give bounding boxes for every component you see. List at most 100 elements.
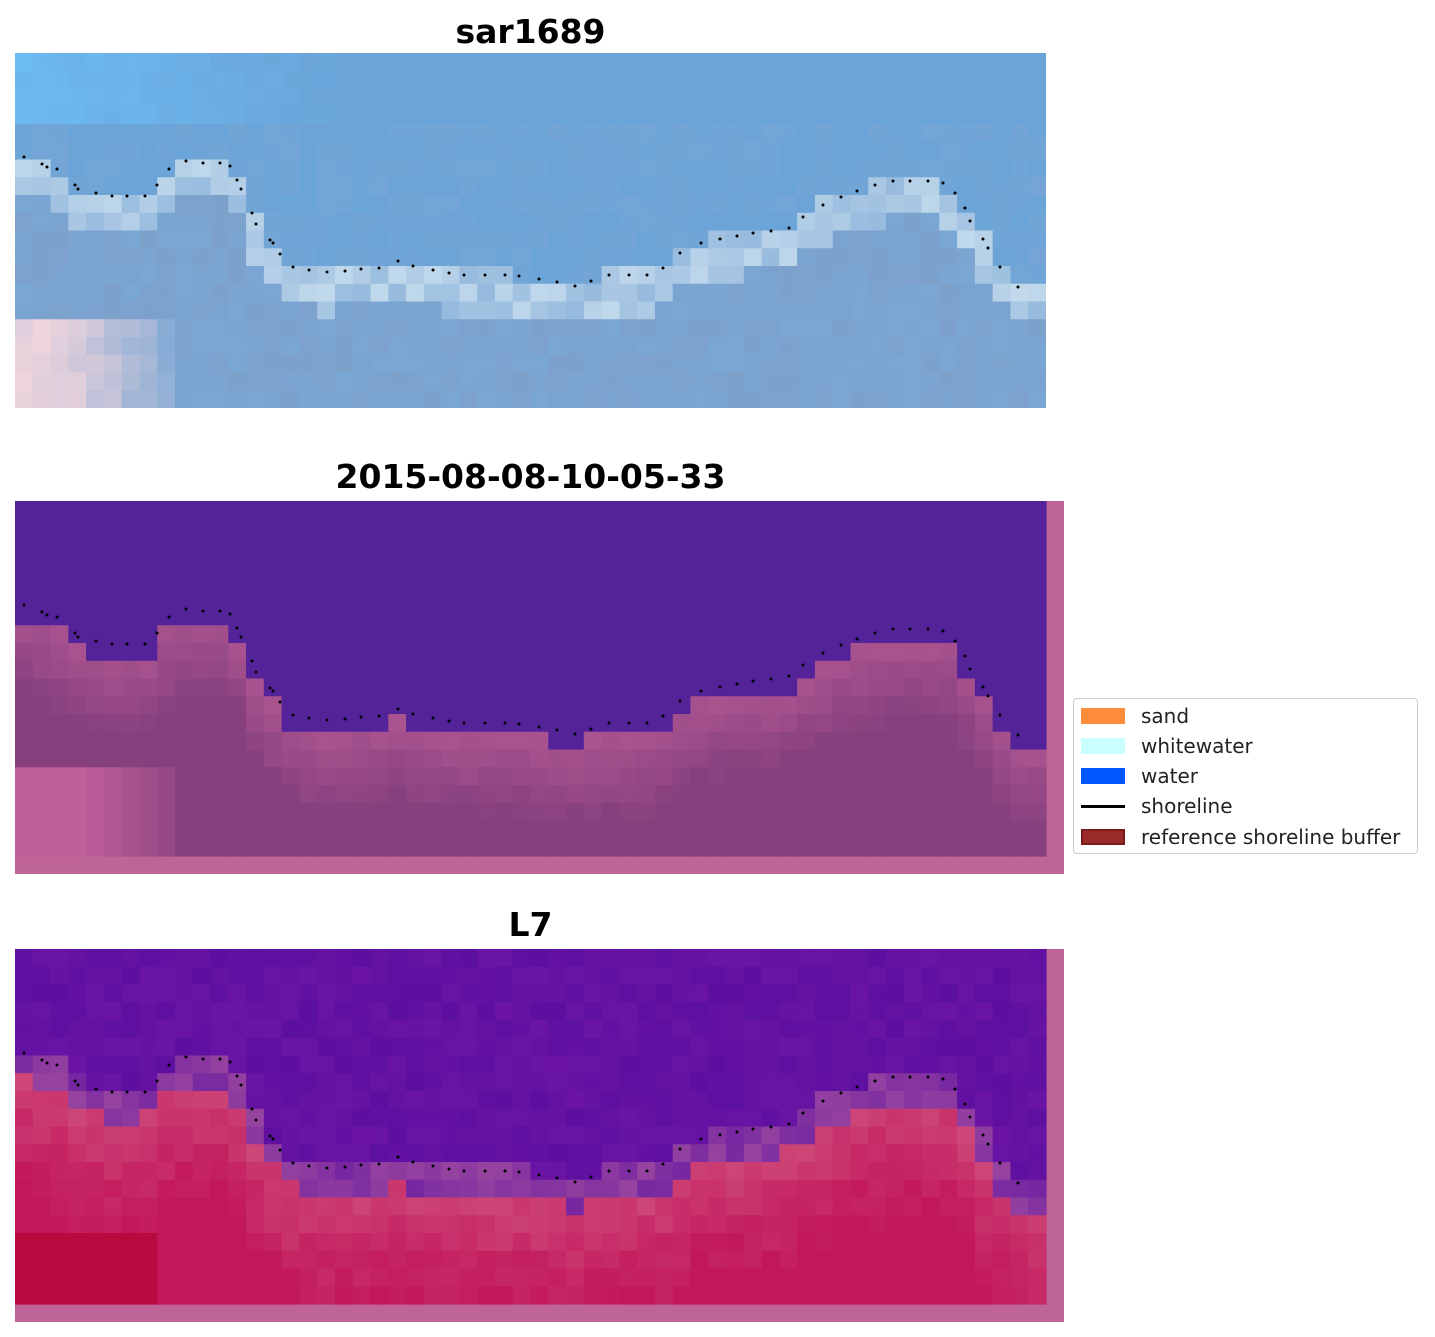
shoreline-point xyxy=(239,1083,243,1087)
shoreline-point xyxy=(411,264,415,268)
shoreline-point xyxy=(184,159,188,163)
shoreline-point xyxy=(769,1125,773,1129)
legend-item-sand: sand xyxy=(1081,705,1416,727)
shoreline-point xyxy=(462,721,466,725)
shoreline-point xyxy=(661,714,665,718)
shoreline-point xyxy=(359,1163,363,1167)
shoreline-point xyxy=(908,1075,912,1079)
shoreline-point xyxy=(998,265,1002,269)
shoreline-point xyxy=(268,686,272,690)
water-swatch xyxy=(1081,768,1125,784)
shoreline-point xyxy=(396,259,400,263)
shoreline-point xyxy=(235,626,239,630)
shoreline-point xyxy=(986,694,990,698)
shoreline-point xyxy=(184,607,188,611)
shoreline-point xyxy=(110,642,114,646)
shoreline-point xyxy=(167,1063,171,1067)
shoreline-point xyxy=(271,689,275,693)
index-image-panel xyxy=(15,949,1064,1322)
shoreline-point xyxy=(517,274,521,278)
shoreline-point xyxy=(839,1091,843,1095)
shoreline-point xyxy=(228,612,232,616)
shoreline-point xyxy=(998,713,1002,717)
shoreline-point xyxy=(278,700,282,704)
shoreline-point xyxy=(968,1115,972,1119)
shoreline-point xyxy=(155,1079,159,1083)
legend-item-whitewater: whitewater xyxy=(1081,735,1416,757)
legend-item-reference-buffer: reference shoreline buffer xyxy=(1081,826,1416,848)
shoreline-point xyxy=(40,162,44,166)
shoreline-point xyxy=(73,631,77,635)
shoreline-point xyxy=(801,1111,805,1115)
shoreline-point xyxy=(359,267,363,271)
shoreline-point xyxy=(411,712,415,716)
shoreline-point xyxy=(1016,285,1020,289)
shoreline-point xyxy=(55,615,59,619)
shoreline-point xyxy=(607,721,611,725)
shoreline-point xyxy=(155,631,159,635)
classified-image-panel xyxy=(15,501,1064,874)
shoreline-point xyxy=(343,717,347,721)
shoreline-point xyxy=(718,685,722,689)
shoreline-point xyxy=(968,219,972,223)
shoreline-point xyxy=(325,1166,329,1170)
shoreline-point xyxy=(45,613,49,617)
shoreline-point xyxy=(22,1051,26,1055)
shoreline-point xyxy=(787,674,791,678)
shoreline-point xyxy=(941,629,945,633)
shoreline-point xyxy=(801,215,805,219)
shoreline-dots xyxy=(22,603,1020,737)
shoreline-point xyxy=(963,654,967,658)
shoreline-point xyxy=(735,234,739,238)
shoreline-line-swatch xyxy=(1081,805,1125,808)
shoreline-point xyxy=(645,721,649,725)
shoreline-point xyxy=(926,179,930,183)
shoreline-point xyxy=(76,187,80,191)
shoreline-point xyxy=(462,1169,466,1173)
shoreline-point xyxy=(963,206,967,210)
shoreline-point xyxy=(926,627,930,631)
shoreline-point xyxy=(110,1090,114,1094)
shoreline-point xyxy=(503,273,507,277)
shoreline-point xyxy=(699,1137,703,1141)
shoreline-point xyxy=(953,1087,957,1091)
shoreline-point xyxy=(218,609,222,613)
rgb-image-panel xyxy=(15,53,1046,408)
shoreline-point xyxy=(926,1075,930,1079)
shoreline-point xyxy=(76,635,80,639)
shoreline-point xyxy=(254,222,258,226)
shoreline-point xyxy=(821,1099,825,1103)
shoreline-point xyxy=(228,1060,232,1064)
shoreline-point xyxy=(325,718,329,722)
shoreline-point xyxy=(735,682,739,686)
shoreline-point xyxy=(22,603,26,607)
shoreline-point xyxy=(607,273,611,277)
shoreline-point xyxy=(76,1083,80,1087)
shoreline-point xyxy=(839,643,843,647)
shoreline-point xyxy=(661,1162,665,1166)
shoreline-point xyxy=(661,266,665,270)
shoreline-point xyxy=(143,642,147,646)
shoreline-point xyxy=(278,252,282,256)
shoreline-point xyxy=(537,725,541,729)
shoreline-point xyxy=(254,670,258,674)
shoreline-point xyxy=(143,194,147,198)
shoreline-point xyxy=(645,1169,649,1173)
shoreline-point xyxy=(307,716,311,720)
shoreline-point xyxy=(462,273,466,277)
shoreline-point xyxy=(873,183,877,187)
shoreline-dots xyxy=(22,155,1020,289)
shoreline-point xyxy=(627,1169,631,1173)
legend-label-water: water xyxy=(1141,764,1198,788)
shoreline-point xyxy=(447,719,451,723)
shoreline-point xyxy=(981,1133,985,1137)
shoreline-point xyxy=(986,1142,990,1146)
shoreline-point xyxy=(699,689,703,693)
shoreline-point xyxy=(411,1160,415,1164)
shoreline-point xyxy=(751,679,755,683)
shoreline-point xyxy=(855,1085,859,1089)
shoreline-point xyxy=(125,194,129,198)
shoreline-point xyxy=(751,1127,755,1131)
shoreline-point xyxy=(855,189,859,193)
shoreline-point xyxy=(307,268,311,272)
